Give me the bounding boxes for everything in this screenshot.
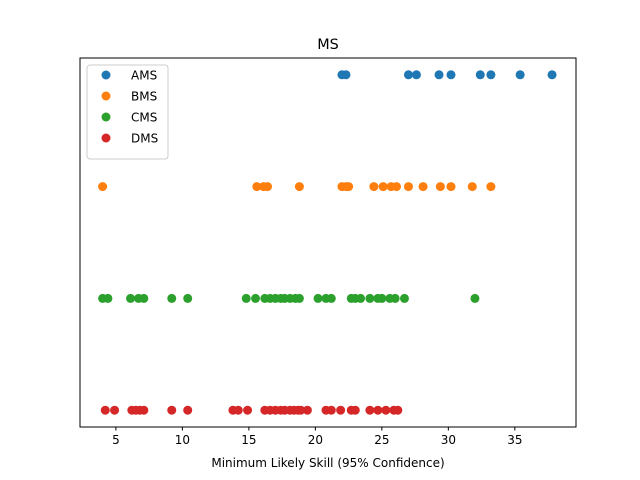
x-tick-label-20: 20 [308, 433, 323, 447]
point-bms-13 [418, 182, 428, 192]
point-bms-3 [263, 182, 272, 192]
legend-marker-bms [101, 91, 111, 101]
point-bms-16 [467, 182, 477, 192]
point-dms-19 [296, 405, 306, 415]
point-dms-22 [326, 405, 336, 415]
legend-marker-cms [101, 112, 111, 122]
point-dms-0 [100, 405, 110, 415]
point-bms-7 [344, 182, 354, 192]
point-cms-19 [326, 293, 336, 303]
point-bms-0 [98, 182, 108, 192]
legend-marker-ams [101, 70, 111, 80]
point-ams-9 [547, 70, 557, 80]
point-cms-23 [365, 293, 375, 303]
point-dms-1 [110, 405, 120, 415]
point-cms-6 [183, 293, 193, 303]
point-dms-6 [167, 405, 177, 415]
legend-label-dms: DMS [131, 132, 158, 146]
point-ams-2 [403, 70, 413, 80]
point-cms-8 [251, 293, 261, 303]
x-tick-label-25: 25 [374, 433, 389, 447]
point-ams-4 [434, 70, 444, 80]
point-bms-4 [294, 182, 304, 192]
point-dms-26 [365, 405, 375, 415]
point-dms-23 [336, 405, 346, 415]
legend-marker-dms [101, 133, 111, 143]
point-cms-2 [126, 293, 136, 303]
point-ams-1 [341, 70, 351, 80]
point-dms-5 [139, 405, 149, 415]
point-dms-9 [233, 405, 243, 415]
legend-label-bms: BMS [131, 90, 157, 104]
point-dms-30 [393, 405, 403, 415]
x-axis-label: Minimum Likely Skill (95% Confidence) [211, 456, 444, 470]
point-cms-1 [103, 293, 113, 303]
point-cms-7 [241, 293, 251, 303]
point-cms-17 [313, 293, 323, 303]
point-bms-11 [391, 182, 401, 192]
point-ams-5 [446, 70, 456, 80]
x-axis: 5 10 15 20 25 30 35 [112, 427, 522, 447]
point-bms-12 [403, 182, 413, 192]
x-tick-label-15: 15 [241, 433, 256, 447]
point-cms-28 [399, 293, 409, 303]
point-cms-25 [377, 293, 387, 303]
point-ams-3 [411, 70, 421, 80]
point-ams-8 [515, 70, 525, 80]
point-cms-27 [390, 293, 400, 303]
point-dms-28 [381, 405, 391, 415]
x-tick-label-10: 10 [175, 433, 190, 447]
point-cms-4 [139, 293, 149, 303]
legend-label-cms: CMS [131, 111, 157, 125]
point-cms-22 [356, 293, 366, 303]
point-bms-9 [378, 182, 388, 192]
point-bms-14 [435, 182, 445, 192]
point-cms-16 [294, 293, 304, 303]
point-cms-29 [470, 293, 480, 303]
point-ams-7 [486, 70, 496, 80]
points-layer [98, 70, 557, 415]
x-tick-label-35: 35 [507, 433, 522, 447]
point-dms-27 [373, 405, 383, 415]
point-dms-20 [302, 405, 312, 415]
point-bms-1 [252, 182, 262, 192]
x-tick-label-30: 30 [441, 433, 456, 447]
x-tick-label-5: 5 [112, 433, 120, 447]
plot-area-frame [79, 57, 577, 428]
point-ams-6 [475, 70, 485, 80]
chart-title: MS [317, 37, 339, 53]
legend: AMS BMS CMS DMS [86, 64, 169, 160]
point-dms-10 [243, 405, 253, 415]
legend-label-ams: AMS [131, 69, 157, 83]
point-cms-5 [167, 293, 177, 303]
point-bms-15 [446, 182, 456, 192]
point-bms-8 [369, 182, 379, 192]
point-bms-17 [486, 182, 496, 192]
point-dms-25 [350, 405, 360, 415]
point-dms-7 [183, 405, 193, 415]
